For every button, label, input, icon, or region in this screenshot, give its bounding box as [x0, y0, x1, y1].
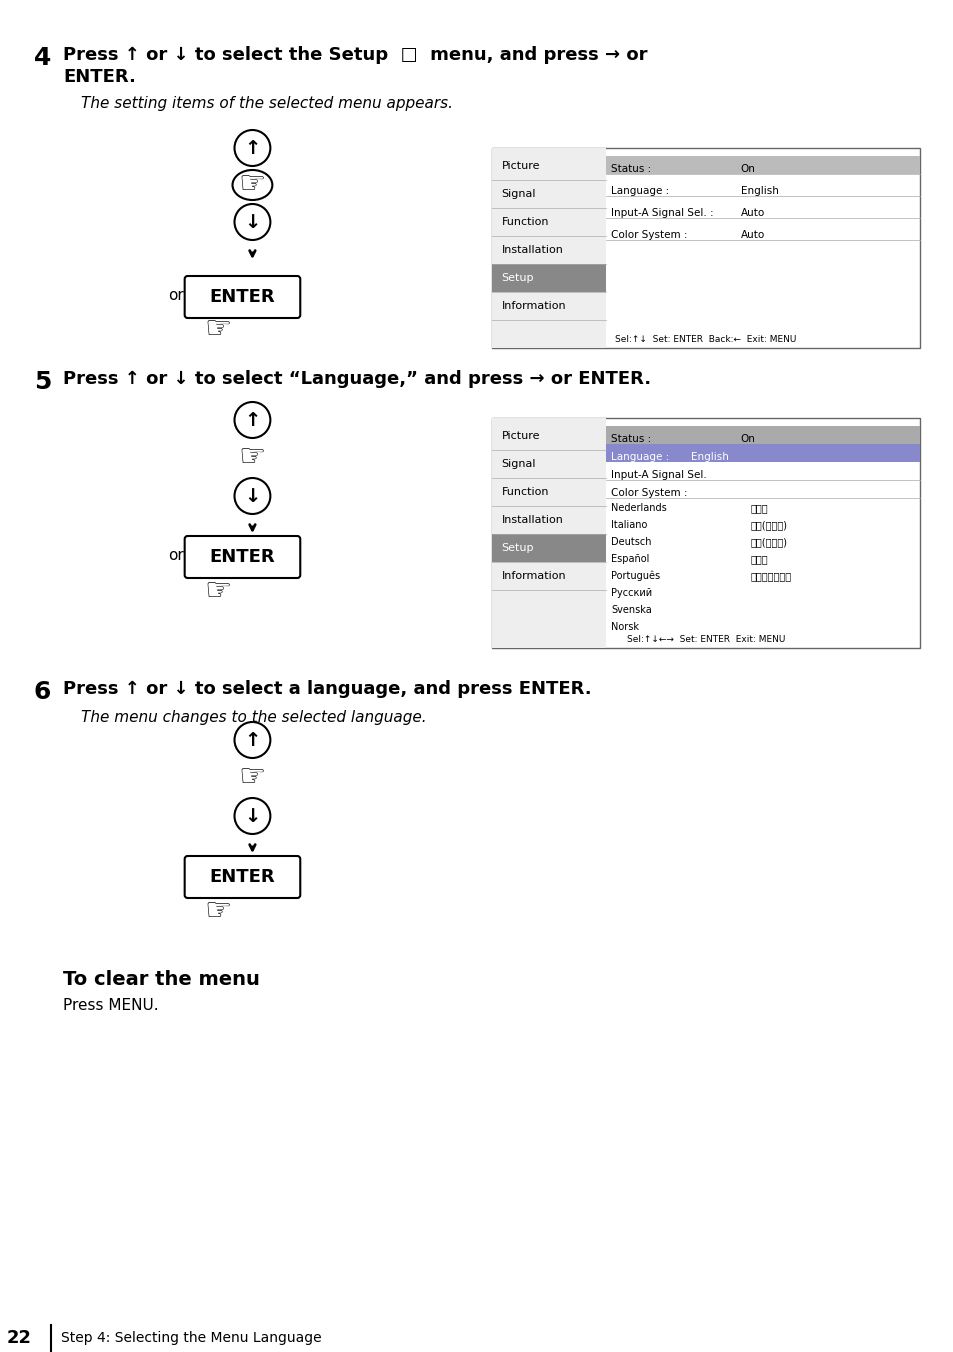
- Text: ENTER: ENTER: [210, 548, 275, 566]
- Text: Sel:↑↓←→  Set: ENTER  Exit: MENU: Sel:↑↓←→ Set: ENTER Exit: MENU: [626, 635, 784, 645]
- Text: Nederlands: Nederlands: [611, 503, 666, 512]
- Text: Signal: Signal: [501, 458, 536, 469]
- Text: Picture: Picture: [501, 161, 539, 170]
- Bar: [491, 534, 605, 562]
- Bar: [491, 418, 919, 648]
- Text: 中文(繁體字): 中文(繁體字): [750, 537, 787, 548]
- Text: Step 4: Selecting the Menu Language: Step 4: Selecting the Menu Language: [61, 1330, 321, 1345]
- Bar: [605, 426, 919, 443]
- Text: ภาษาไทย: ภาษาไทย: [750, 571, 791, 581]
- Text: Input-A Signal Sel. :: Input-A Signal Sel. :: [611, 208, 713, 218]
- Bar: [491, 264, 605, 292]
- Text: ENTER: ENTER: [210, 288, 275, 306]
- Text: Information: Information: [501, 301, 565, 311]
- Text: 日本語: 日本語: [750, 503, 767, 512]
- Text: Function: Function: [501, 218, 549, 227]
- Text: ↓: ↓: [244, 487, 260, 506]
- Text: 6: 6: [33, 680, 51, 704]
- Text: ENTER: ENTER: [210, 868, 275, 886]
- Text: English: English: [740, 187, 778, 196]
- Bar: [605, 443, 919, 462]
- FancyBboxPatch shape: [185, 535, 300, 579]
- Text: Input-A Signal Sel.: Input-A Signal Sel.: [611, 470, 706, 480]
- Text: Status :: Status :: [611, 434, 651, 443]
- Text: ENTER.: ENTER.: [63, 68, 136, 87]
- Text: On: On: [740, 434, 755, 443]
- Text: ☞: ☞: [204, 898, 231, 926]
- Text: Signal: Signal: [501, 189, 536, 199]
- Text: or: or: [168, 548, 183, 562]
- Text: Press ↑ or ↓ to select a language, and press ENTER.: Press ↑ or ↓ to select a language, and p…: [63, 680, 591, 698]
- Text: To clear the menu: To clear the menu: [63, 969, 260, 990]
- Text: Installation: Installation: [501, 515, 563, 525]
- Text: Deutsch: Deutsch: [611, 537, 651, 548]
- Text: Auto: Auto: [740, 230, 764, 241]
- Text: Color System :: Color System :: [611, 488, 687, 498]
- Text: ↑: ↑: [244, 730, 260, 749]
- Text: Auto: Auto: [740, 208, 764, 218]
- Text: Picture: Picture: [501, 431, 539, 441]
- Text: English: English: [690, 452, 728, 462]
- Text: Language :: Language :: [611, 187, 669, 196]
- Text: ☞: ☞: [238, 170, 266, 200]
- Text: Norsk: Norsk: [611, 622, 639, 631]
- Text: ↑: ↑: [244, 138, 260, 157]
- Text: Press ↑ or ↓ to select the Setup  □  menu, and press → or: Press ↑ or ↓ to select the Setup □ menu,…: [63, 46, 647, 64]
- Text: ↑: ↑: [244, 411, 260, 430]
- Text: ☞: ☞: [238, 443, 266, 472]
- Text: ↓: ↓: [244, 807, 260, 826]
- Text: 4: 4: [33, 46, 51, 70]
- Text: The menu changes to the selected language.: The menu changes to the selected languag…: [81, 710, 426, 725]
- Text: Press MENU.: Press MENU.: [63, 998, 158, 1013]
- Text: 中文(简体字): 中文(简体字): [750, 521, 787, 530]
- Text: The setting items of the selected menu appears.: The setting items of the selected menu a…: [81, 96, 453, 111]
- Text: Русский: Русский: [611, 588, 652, 598]
- Text: Information: Information: [501, 571, 565, 581]
- Text: Installation: Installation: [501, 245, 563, 256]
- Text: On: On: [740, 164, 755, 174]
- Bar: [605, 155, 919, 174]
- Bar: [491, 147, 919, 347]
- Text: Language :: Language :: [611, 452, 669, 462]
- Text: Sel:↑↓  Set: ENTER  Back:←  Exit: MENU: Sel:↑↓ Set: ENTER Back:← Exit: MENU: [615, 335, 796, 345]
- Text: ↓: ↓: [244, 212, 260, 231]
- Text: Status :: Status :: [611, 164, 651, 174]
- Text: 5: 5: [33, 370, 51, 393]
- FancyBboxPatch shape: [185, 276, 300, 318]
- Text: ☞: ☞: [204, 577, 231, 607]
- Text: Italiano: Italiano: [611, 521, 647, 530]
- Text: or: or: [168, 288, 183, 303]
- Text: 한국어: 한국어: [750, 554, 767, 564]
- Text: Color System :: Color System :: [611, 230, 687, 241]
- Bar: [491, 147, 605, 347]
- Text: Function: Function: [501, 487, 549, 498]
- Text: ☞: ☞: [204, 315, 231, 345]
- Text: Setup: Setup: [501, 544, 534, 553]
- Text: Español: Español: [611, 554, 649, 564]
- Text: Press ↑ or ↓ to select “Language,” and press → or ENTER.: Press ↑ or ↓ to select “Language,” and p…: [63, 370, 651, 388]
- Text: Português: Português: [611, 571, 659, 581]
- Text: 22: 22: [7, 1329, 31, 1347]
- Text: ☞: ☞: [238, 764, 266, 792]
- Bar: [491, 418, 605, 648]
- FancyBboxPatch shape: [185, 856, 300, 898]
- Text: Setup: Setup: [501, 273, 534, 283]
- Text: Svenska: Svenska: [611, 604, 651, 615]
